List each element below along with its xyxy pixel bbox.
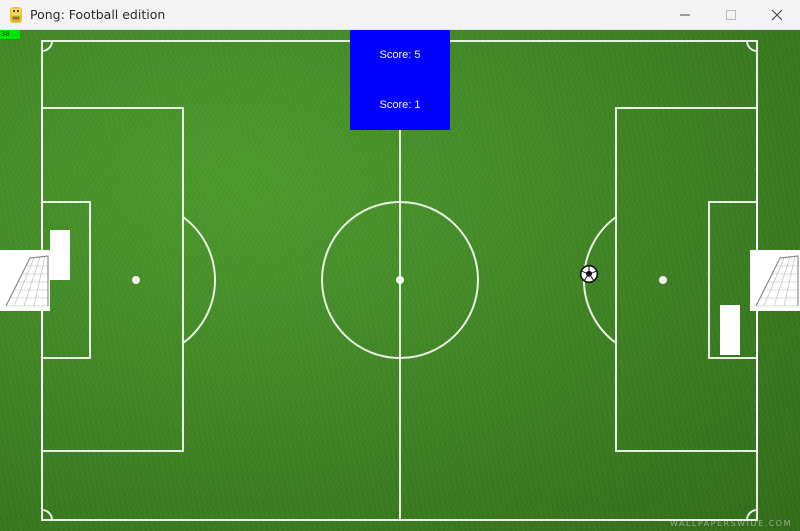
minimize-button[interactable] [662,0,708,30]
right-paddle[interactable] [720,305,740,355]
right-penalty-area [615,107,758,452]
corner-arc [746,40,758,52]
ball [579,264,599,284]
close-button[interactable] [754,0,800,30]
watermark: WALLPAPERSWIDE.COM [670,519,792,528]
soccer-ball-icon [579,264,599,284]
left-paddle[interactable] [50,230,70,280]
corner-arc [41,509,53,521]
maximize-button[interactable] [708,0,754,30]
close-icon [771,9,783,21]
goal-net-icon [5,255,49,307]
fps-counter: 30 [0,30,20,39]
corner-arc [746,509,758,521]
title-bar[interactable]: Pong: Football edition [0,0,800,30]
centre-spot [396,276,404,284]
scoreboard: Score: 5 Score: 1 [350,30,450,130]
right-goal [750,250,800,311]
score-top: Score: 5 [379,49,421,61]
corner-arc [41,40,53,52]
score-bottom: Score: 1 [379,99,421,111]
left-penalty-spot [132,276,140,284]
window-title: Pong: Football edition [30,7,166,22]
right-penalty-spot [659,276,667,284]
minimize-icon [680,14,690,16]
left-penalty-arc [182,216,217,344]
python-snake-icon [8,6,24,24]
maximize-icon [726,10,736,20]
goal-net-icon [755,255,799,307]
left-goal [0,250,50,311]
game-canvas[interactable]: 30 Score: 5 Score: 1 [0,30,800,531]
centre-circle [321,201,479,359]
